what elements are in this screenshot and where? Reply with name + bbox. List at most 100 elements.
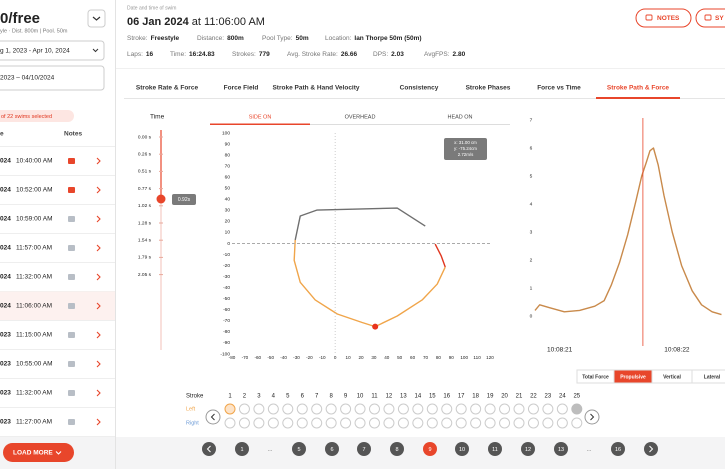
stroke-toggle[interactable] <box>513 417 525 429</box>
stroke-toggle[interactable] <box>455 403 467 415</box>
stroke-toggle[interactable] <box>441 417 453 429</box>
prev-page[interactable] <box>202 442 216 456</box>
stroke-toggle[interactable] <box>470 417 482 429</box>
tab[interactable]: Stroke Phases <box>466 85 511 92</box>
stroke-toggle[interactable] <box>571 417 583 429</box>
stroke-toggle[interactable] <box>412 403 424 415</box>
swim-row[interactable]: 024 11:06:00 AM <box>0 291 115 321</box>
stroke-toggle[interactable] <box>556 403 568 415</box>
stroke-toggle[interactable] <box>354 417 366 429</box>
page-button[interactable] <box>390 442 404 456</box>
load-more-button[interactable] <box>3 443 74 462</box>
view-tab[interactable]: HEAD ON <box>447 114 472 120</box>
stroke-toggle[interactable] <box>397 403 409 415</box>
stroke-toggle[interactable] <box>426 403 438 415</box>
stroke-toggle[interactable] <box>499 403 511 415</box>
stroke-toggle[interactable] <box>542 417 554 429</box>
page-button[interactable] <box>357 442 371 456</box>
swim-row[interactable]: 024 10:59:00 AM <box>0 215 115 234</box>
page-button[interactable] <box>292 442 306 456</box>
swim-row[interactable]: 024 10:40:00 AM <box>0 157 115 176</box>
note-icon[interactable] <box>68 390 75 396</box>
stroke-toggle[interactable] <box>542 403 554 415</box>
stroke-toggle[interactable] <box>340 403 352 415</box>
stroke-toggle[interactable] <box>383 403 395 415</box>
stroke-toggle[interactable] <box>527 417 539 429</box>
stroke-toggle[interactable] <box>224 417 236 429</box>
note-icon[interactable] <box>68 274 75 280</box>
prev-strokes[interactable] <box>205 409 221 425</box>
stroke-toggle[interactable] <box>267 417 279 429</box>
stroke-toggle[interactable] <box>556 417 568 429</box>
stroke-toggle[interactable] <box>470 403 482 415</box>
note-icon[interactable] <box>68 332 75 338</box>
swim-row[interactable]: 023 11:32:00 AM <box>0 389 115 408</box>
note-icon[interactable] <box>68 419 75 425</box>
stroke-toggle[interactable] <box>369 417 380 429</box>
page-button[interactable] <box>325 442 339 456</box>
stroke-toggle[interactable] <box>296 403 308 415</box>
notes-button[interactable] <box>635 8 692 28</box>
stroke-toggle[interactable] <box>311 403 323 415</box>
view-tab[interactable]: OVERHEAD <box>345 114 376 120</box>
tab[interactable]: Stroke Path & Force <box>607 85 670 92</box>
swim-row[interactable]: 024 11:32:00 AM <box>0 273 115 292</box>
swim-row[interactable]: 024 10:52:00 AM <box>0 186 115 205</box>
stroke-toggle[interactable] <box>397 417 409 429</box>
stroke-toggle[interactable] <box>325 417 337 429</box>
tab[interactable]: Force Field <box>224 85 259 92</box>
swim-row[interactable]: 023 11:27:00 AM <box>0 418 115 437</box>
date-range-select[interactable] <box>0 40 105 61</box>
stroke-toggle[interactable] <box>325 403 337 415</box>
swim-row[interactable]: 023 10:55:00 AM <box>0 360 115 379</box>
stroke-toggle[interactable] <box>267 403 279 415</box>
collapse-button[interactable] <box>87 9 106 28</box>
swim-row[interactable]: 024 11:57:00 AM <box>0 244 115 263</box>
note-icon[interactable] <box>68 158 75 164</box>
slider-thumb[interactable] <box>156 194 166 204</box>
note-icon[interactable] <box>68 216 75 222</box>
force-type-button[interactable] <box>691 369 725 384</box>
stroke-toggle[interactable] <box>484 417 496 429</box>
stroke-toggle[interactable] <box>513 403 525 415</box>
page-button[interactable] <box>455 442 469 456</box>
next-strokes[interactable] <box>584 409 600 425</box>
stroke-toggle[interactable] <box>253 403 265 415</box>
stroke-toggle[interactable] <box>369 403 380 415</box>
page-button[interactable] <box>611 442 625 456</box>
stroke-toggle[interactable] <box>455 417 467 429</box>
stroke-toggle[interactable] <box>238 403 250 415</box>
tab[interactable]: Consistency <box>400 85 439 92</box>
stroke-toggle[interactable] <box>426 417 438 429</box>
page-button[interactable] <box>521 442 535 456</box>
stroke-toggle[interactable] <box>383 417 395 429</box>
stroke-toggle[interactable] <box>484 403 496 415</box>
stroke-toggle[interactable] <box>296 417 308 429</box>
stroke-toggle[interactable] <box>224 403 236 415</box>
stroke-toggle[interactable] <box>253 417 265 429</box>
page-button[interactable] <box>423 442 437 456</box>
note-icon[interactable] <box>68 245 75 251</box>
tab[interactable]: Stroke Rate & Force <box>136 85 199 92</box>
stroke-toggle[interactable] <box>499 417 511 429</box>
note-icon[interactable] <box>68 361 75 367</box>
stroke-toggle[interactable] <box>412 417 424 429</box>
stroke-toggle[interactable] <box>527 403 539 415</box>
stroke-toggle[interactable] <box>441 403 453 415</box>
tab[interactable]: Stroke Path & Hand Velocity <box>272 85 359 92</box>
tab[interactable]: Force vs Time <box>537 85 581 92</box>
sync-button[interactable] <box>695 8 725 28</box>
page-button[interactable] <box>554 442 568 456</box>
stroke-toggle[interactable] <box>354 403 366 415</box>
date-input[interactable] <box>0 65 105 91</box>
page-button[interactable] <box>235 442 249 456</box>
stroke-toggle[interactable] <box>311 417 323 429</box>
page-button[interactable] <box>488 442 502 456</box>
next-page[interactable] <box>644 442 658 456</box>
swim-row[interactable]: 023 11:15:00 AM <box>0 331 115 350</box>
stroke-toggle[interactable] <box>571 403 583 415</box>
stroke-toggle[interactable] <box>340 417 352 429</box>
note-icon[interactable] <box>68 187 75 193</box>
view-tab[interactable]: SIDE ON <box>249 114 272 120</box>
stroke-toggle[interactable] <box>282 417 294 429</box>
